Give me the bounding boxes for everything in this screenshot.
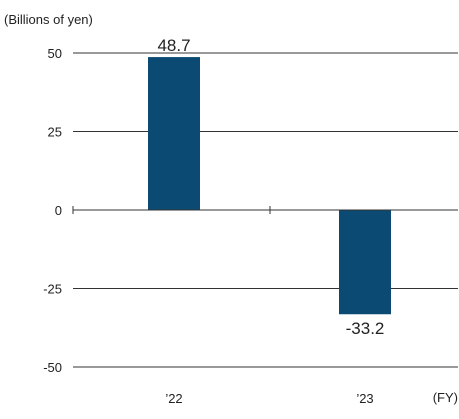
bar: [339, 210, 391, 315]
bars: [148, 57, 391, 315]
data-label: 48.7: [157, 36, 190, 55]
category-label: ’23: [356, 391, 373, 406]
y-tick-label: -50: [43, 360, 62, 375]
y-tick-label: 0: [55, 203, 62, 218]
data-label: -33.2: [346, 319, 385, 338]
category-labels: ’22 ’23: [165, 391, 373, 406]
y-tick-label: -25: [43, 282, 62, 297]
y-tick-labels: 50 25 0 -25 -50: [43, 46, 62, 375]
y-tick-label: 50: [48, 46, 62, 61]
x-axis-unit-label: (FY): [433, 390, 458, 405]
y-tick-label: 25: [48, 125, 62, 140]
y-axis-unit-label: (Billions of yen): [4, 12, 93, 27]
data-labels: 48.7 -33.2: [157, 36, 384, 338]
gridlines: [73, 52, 458, 368]
zero-axis: [72, 206, 458, 214]
category-label: ’22: [165, 391, 182, 406]
bar: [148, 57, 200, 210]
